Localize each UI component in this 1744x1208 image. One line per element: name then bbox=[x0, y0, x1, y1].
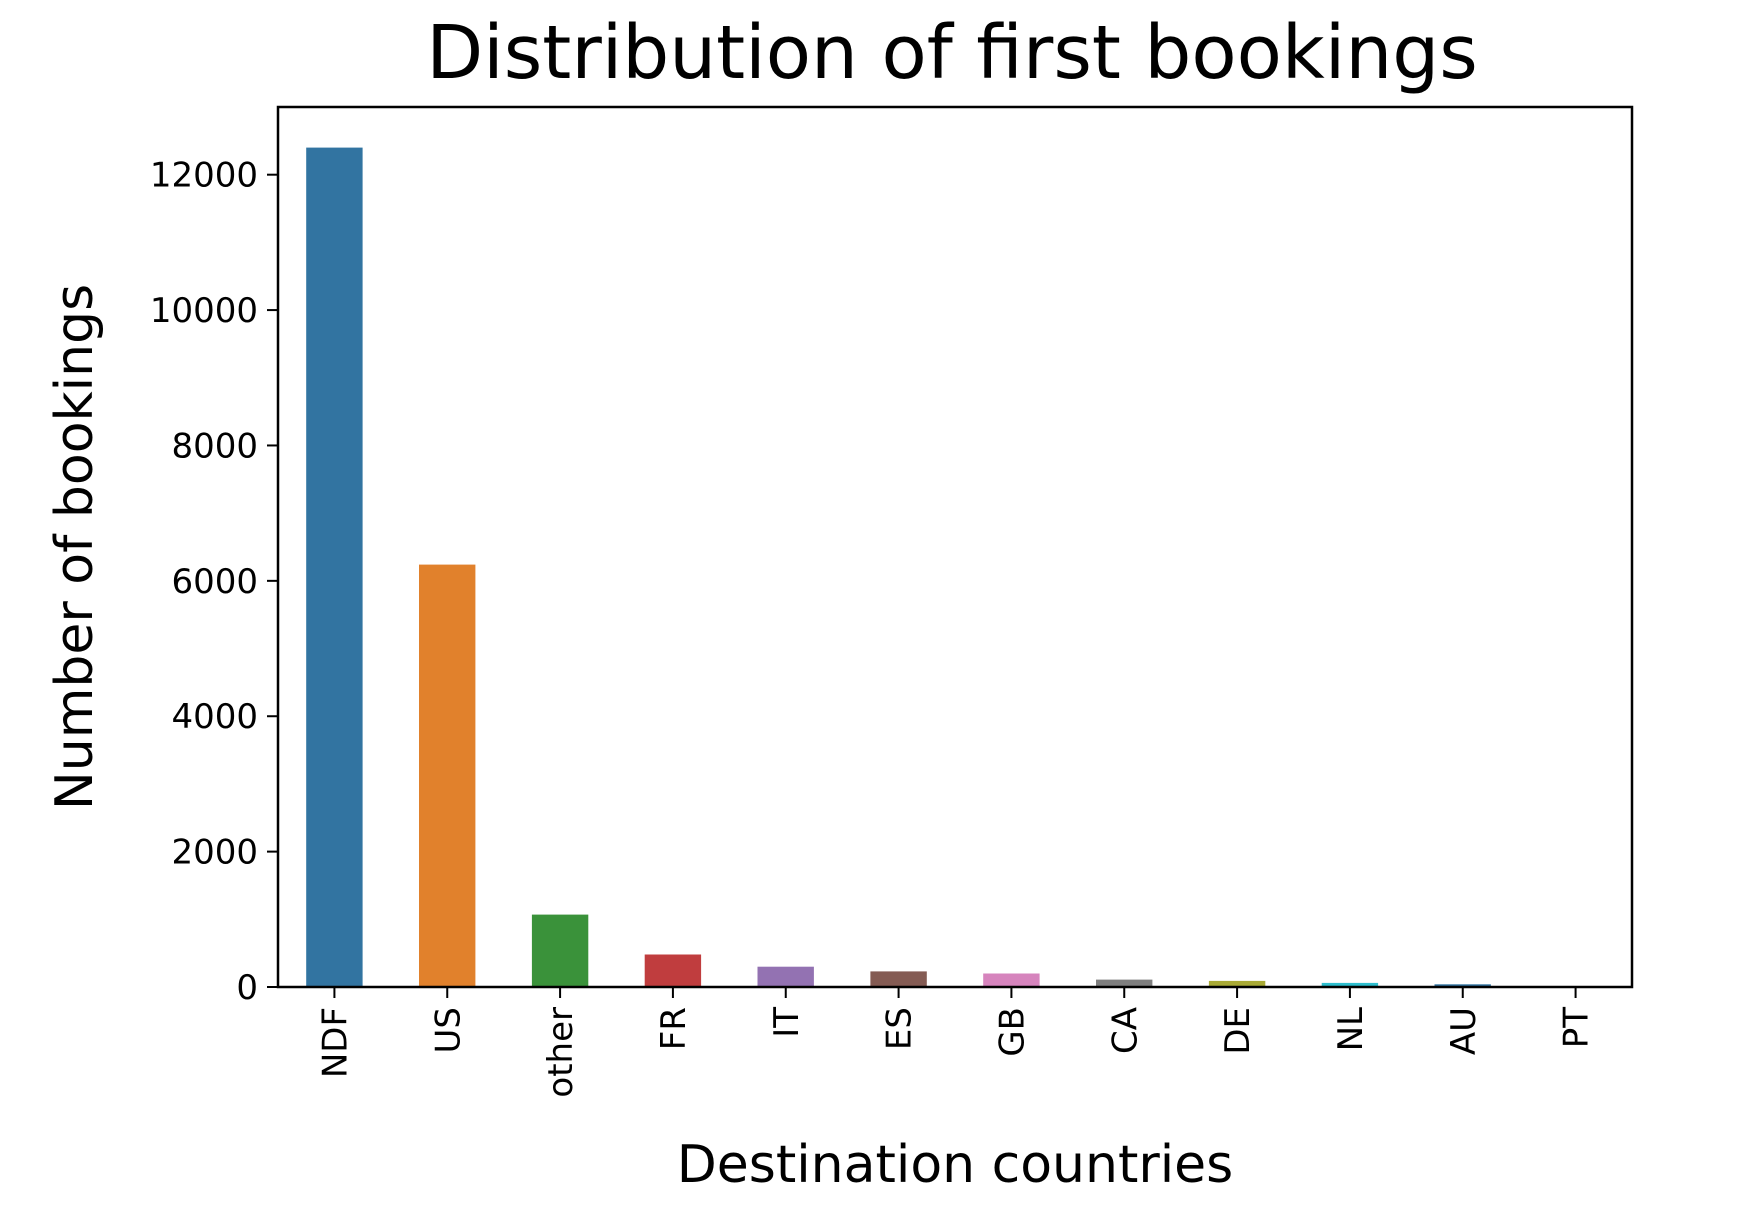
bars-group bbox=[306, 147, 1604, 988]
x-axis-label: Destination countries bbox=[677, 1135, 1234, 1195]
x-tick-label-fr: FR bbox=[654, 1007, 694, 1050]
x-axis: NDF US other FR IT ES GB CA DE NL AU PT bbox=[315, 987, 1597, 1098]
x-tick-label-us: US bbox=[428, 1007, 468, 1053]
x-tick-label-it: IT bbox=[767, 1007, 807, 1038]
x-tick-label-pt: PT bbox=[1557, 1007, 1597, 1049]
y-tick-label: 0 bbox=[236, 968, 258, 1008]
x-tick-label-au: AU bbox=[1444, 1007, 1484, 1055]
x-tick-label-de: DE bbox=[1218, 1007, 1258, 1055]
y-tick-label: 6000 bbox=[171, 562, 258, 602]
y-tick-label: 12000 bbox=[150, 156, 258, 196]
x-tick-label-nl: NL bbox=[1331, 1007, 1371, 1051]
bar-au bbox=[1434, 984, 1491, 987]
x-tick-label-gb: GB bbox=[992, 1007, 1032, 1057]
bar-gb bbox=[983, 973, 1040, 987]
y-tick-label: 8000 bbox=[171, 426, 258, 466]
bar-nl bbox=[1321, 982, 1379, 987]
y-tick-label: 10000 bbox=[150, 291, 258, 331]
axes-frame bbox=[276, 105, 1634, 989]
bar-it bbox=[757, 966, 814, 987]
x-tick-label-other: other bbox=[541, 1007, 581, 1098]
y-tick-label: 4000 bbox=[171, 697, 258, 737]
y-tick-label: 2000 bbox=[171, 833, 258, 873]
bar-other bbox=[531, 914, 589, 987]
x-tick-label-es: ES bbox=[880, 1007, 920, 1050]
x-tick-label-ca: CA bbox=[1105, 1007, 1145, 1054]
bar-es bbox=[870, 971, 927, 987]
x-tick-label-ndf: NDF bbox=[315, 1007, 355, 1078]
bar-us bbox=[419, 564, 476, 987]
bar-fr bbox=[644, 954, 702, 987]
bar-de bbox=[1208, 980, 1266, 987]
y-axis: 0 2000 4000 6000 8000 10000 12000 bbox=[150, 156, 278, 1008]
bar-ndf bbox=[306, 147, 363, 988]
chart-title: Distribution of first bookings bbox=[426, 10, 1478, 96]
bar-ca bbox=[1096, 979, 1153, 987]
y-axis-label: Number of bookings bbox=[45, 284, 105, 810]
